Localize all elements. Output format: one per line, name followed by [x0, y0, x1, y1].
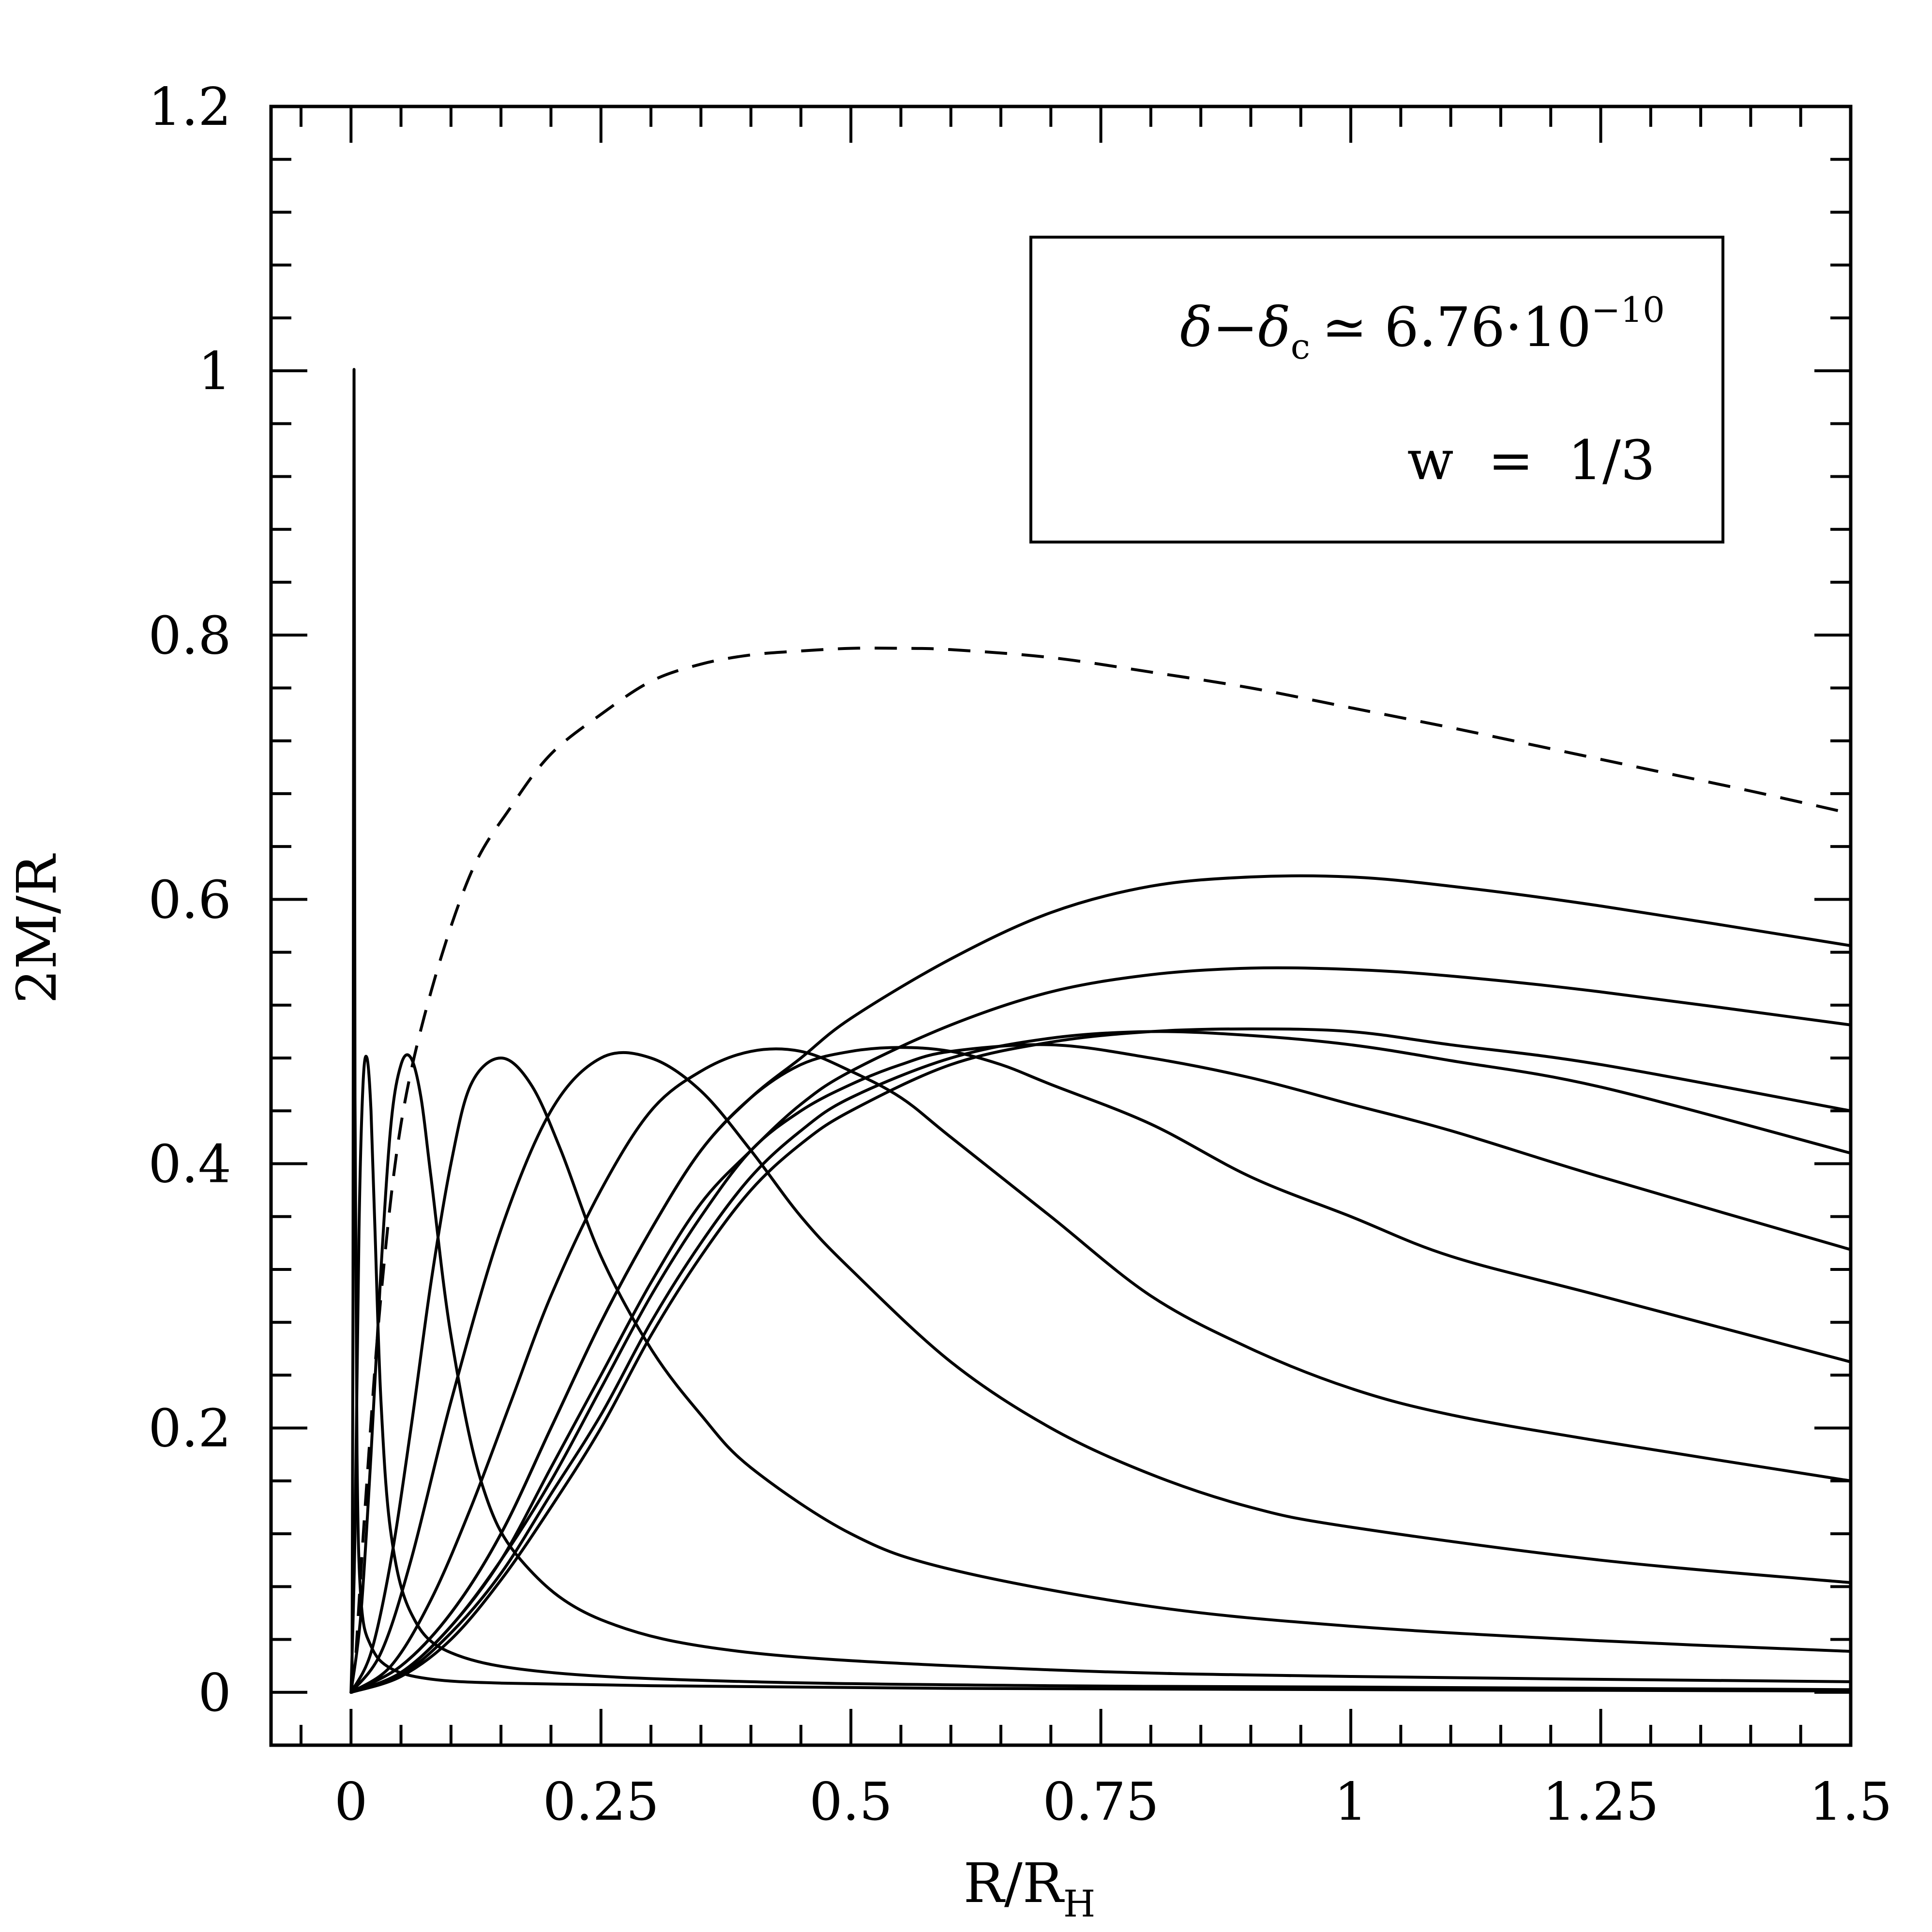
- delta-expr-left: δ−δ: [1180, 296, 1291, 359]
- y-tick-label: 0.2: [148, 1399, 231, 1459]
- legend-frame: [1029, 236, 1724, 543]
- dashed-series-line: [354, 647, 1851, 1653]
- y-tick-label: 0: [198, 1663, 231, 1723]
- x-tick-label: 1.25: [1542, 1772, 1659, 1832]
- y-tick-label: 1.2: [148, 77, 231, 137]
- x-axis-label: R/RH: [964, 1852, 1096, 1925]
- y-tick-label: 1: [198, 341, 231, 402]
- series-line-2: [349, 1055, 1852, 1694]
- curves-layer: [349, 368, 1852, 1694]
- plot-frame: [269, 105, 1853, 1747]
- delta-expr-right: ≃ 6.76·10: [1322, 296, 1591, 359]
- series-line-7: [349, 1046, 1852, 1694]
- x-tick-label: 0.75: [1042, 1772, 1159, 1832]
- x-axis-label-main: R/R: [964, 1852, 1065, 1915]
- series-line-5: [349, 1051, 1852, 1694]
- delta-sub: c: [1291, 326, 1310, 367]
- x-tick-label: 0.25: [543, 1772, 659, 1832]
- series-line-11: [349, 966, 1852, 1694]
- y-tick-label: 0.6: [148, 870, 231, 930]
- x-tick-label: 0: [334, 1772, 368, 1832]
- ticks-layer: [271, 105, 1852, 1747]
- series-line-6: [349, 1047, 1852, 1694]
- x-axis-label-sub: H: [1063, 1882, 1095, 1925]
- delta-annotation: δ−δc ≃ 6.76·10−10: [1180, 289, 1665, 367]
- series-line-10: [349, 1027, 1852, 1694]
- x-tick-label: 0.5: [809, 1772, 892, 1832]
- legend-box: δ−δc ≃ 6.76·10−10 w = 1/3: [1029, 236, 1724, 543]
- tick-labels-layer: 0 0.25 0.5 0.75 1 1.25 1.5 0 0.2 0.4 0.6 0.8 1 1.2: [148, 77, 1892, 1832]
- y-axis-label: 2M/R: [6, 853, 69, 1004]
- w-annotation: w = 1/3: [1407, 429, 1655, 492]
- x-tick-label: 1: [1334, 1772, 1368, 1832]
- y-tick-label: 0.8: [148, 605, 231, 666]
- delta-sup: −10: [1591, 289, 1665, 330]
- x-tick-label: 1.5: [1809, 1772, 1892, 1832]
- series-line-12: [349, 874, 1852, 1694]
- series-line-9: [349, 1030, 1852, 1694]
- series-line-8: [349, 1043, 1852, 1694]
- series-line-1: [350, 368, 1852, 1694]
- y-tick-label: 0.4: [148, 1134, 231, 1195]
